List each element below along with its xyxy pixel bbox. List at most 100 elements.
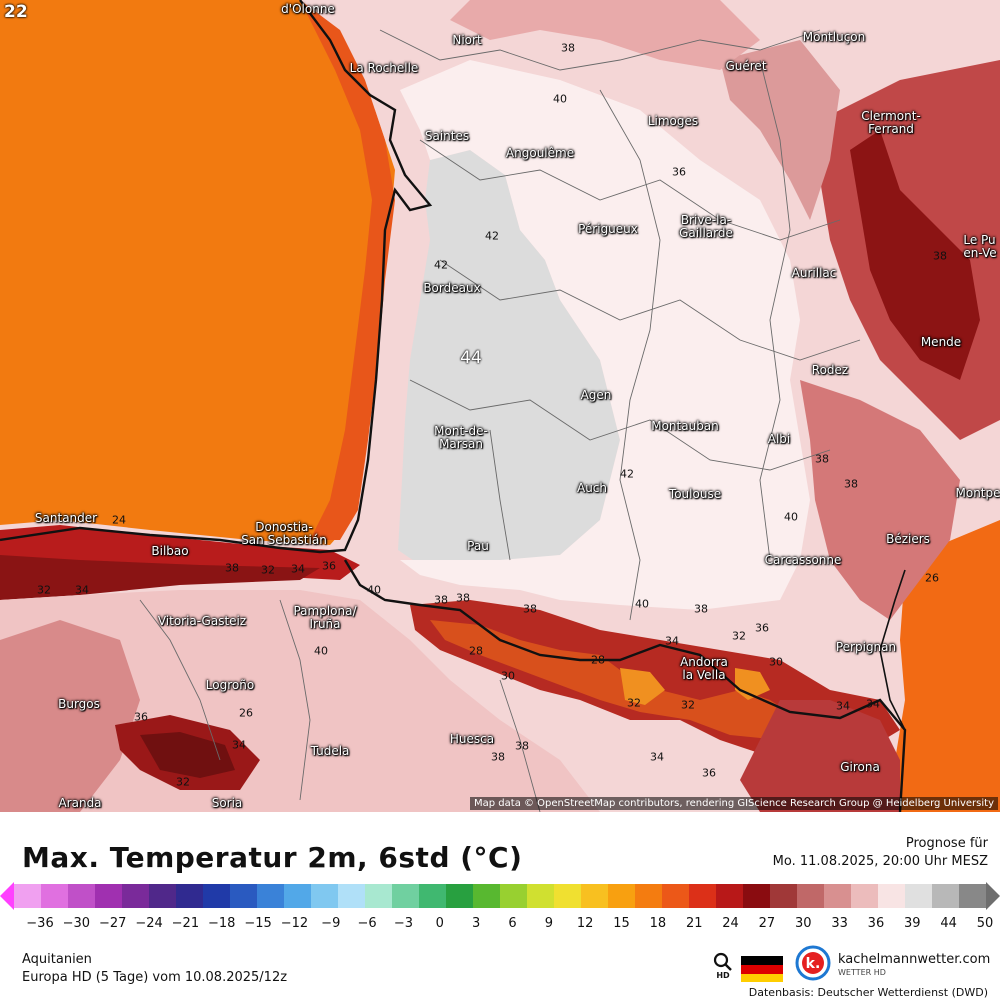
- colorbar-ticks: −36 −30 −27 −24 −21 −18 −15 −12 −9 −6 −3 0 3 6 9 12 15 18…: [0, 916, 1000, 934]
- colorbar-cell: [203, 884, 231, 908]
- colorbar-tick-label: 0: [435, 916, 444, 931]
- city-label: Pau: [467, 539, 489, 553]
- colorbar-cell: [149, 884, 177, 908]
- colorbar-tick-label: 44: [940, 916, 957, 931]
- city-label: Carcassonne: [764, 553, 842, 567]
- city-label: La Rochelle: [349, 61, 419, 75]
- colorbar-cell: [932, 884, 960, 908]
- colorbar-tick-label: −9: [321, 916, 341, 931]
- city-label: Girona: [840, 760, 880, 774]
- colorbar-cell: [743, 884, 771, 908]
- colorbar-cell: [662, 884, 690, 908]
- warm-zone-40: [400, 60, 810, 610]
- city-label: Huesca: [449, 732, 495, 746]
- isoline-label: 38: [933, 249, 947, 263]
- city-label: Guéret: [725, 59, 767, 73]
- colorbar-cell: [122, 884, 150, 908]
- colorbar-cell: [905, 884, 933, 908]
- isoline-label: 32: [627, 696, 641, 710]
- search-icon: [713, 952, 732, 971]
- germany-flag-icon[interactable]: [741, 956, 783, 982]
- isoline-label: 28: [591, 653, 605, 667]
- city-label: Brive-la- Gaillarde: [679, 213, 733, 240]
- massif-mid: [720, 40, 840, 220]
- city-label: Angoulême: [505, 146, 575, 160]
- isoline-label: 40: [314, 644, 328, 658]
- isoline-label: 26: [925, 571, 939, 585]
- isoline-label: 36: [702, 766, 716, 780]
- colorbar-cell: [716, 884, 744, 908]
- brand-name[interactable]: kachelmannwetter.com: [838, 952, 991, 967]
- svg-text:k.: k.: [806, 956, 821, 972]
- color-scale-bar: [0, 882, 1000, 910]
- colorbar-cell: [635, 884, 663, 908]
- isoline-label: 42: [434, 258, 448, 272]
- isoline-label: 38: [694, 602, 708, 616]
- city-label: Clermont- Ferrand: [861, 109, 921, 136]
- pyrenees-peak: [620, 668, 770, 705]
- colorbar-cell: [176, 884, 204, 908]
- city-label: Aranda: [58, 796, 102, 810]
- isoline-label: 38: [225, 561, 239, 575]
- colorbar-tick-label: −36: [26, 916, 54, 931]
- colorbar-tick-label: 12: [576, 916, 594, 931]
- isoline-label: 36: [322, 559, 336, 573]
- colorbar-cell: [527, 884, 555, 908]
- colorbar-cell: [257, 884, 285, 908]
- brand-subtitle: WETTER HD: [838, 968, 886, 977]
- colorbar-tick-label: 15: [613, 916, 630, 931]
- data-source-label: Datenbasis: Deutscher Wetterdienst (DWD): [748, 986, 988, 999]
- colorbar-tick-label: −18: [208, 916, 236, 931]
- colorbar-cell: [878, 884, 906, 908]
- colorbar-min-arrow: [0, 882, 14, 910]
- city-label: Auch: [576, 481, 608, 495]
- colorbar-tick-label: −27: [98, 916, 127, 931]
- admin-borders: [139, 29, 861, 812]
- page-title: Max. Temperatur 2m, 6std (°C): [22, 841, 523, 874]
- hd-label: HD: [716, 971, 730, 980]
- city-label: Aurillac: [791, 266, 837, 280]
- colorbar-cell: [365, 884, 393, 908]
- temperature-map[interactable]: 22 d'Olonne Niort La Rochelle Saintes An…: [0, 0, 1000, 812]
- east-hot-band: [800, 380, 960, 620]
- colorbar-tick-label: 18: [649, 916, 667, 931]
- city-label: Montauban: [651, 419, 719, 433]
- isoline-label: 42: [485, 229, 499, 243]
- colorbar-cell: [689, 884, 717, 908]
- colorbar-tick-label: 6: [508, 916, 517, 931]
- colorbar-cell: [554, 884, 582, 908]
- isoline-label: 40: [553, 92, 567, 106]
- isoline-label: 44: [460, 348, 482, 368]
- city-label: Donostia- San Sebastián: [241, 520, 327, 547]
- med-coast: [879, 569, 906, 731]
- colorbar-cell: [797, 884, 825, 908]
- ocean-band: [300, 0, 395, 540]
- city-label: Tudela: [310, 744, 350, 758]
- city-label: Montluçon: [802, 30, 866, 44]
- city-label: Mont-de- Marsan: [434, 424, 488, 451]
- spain-coast-inner: [0, 555, 320, 600]
- city-label: Vitoria-Gasteiz: [157, 614, 247, 628]
- city-label: Rodez: [811, 363, 849, 377]
- north-pink: [450, 0, 760, 70]
- colorbar-tick-label: 24: [722, 916, 739, 931]
- colorbar-cell: [608, 884, 636, 908]
- coastline: [0, 0, 433, 554]
- city-label: Béziers: [886, 532, 930, 546]
- colorbar-tick-label: 9: [544, 916, 553, 931]
- mediterranean-sea: [895, 520, 1000, 812]
- colorbar-cell: [14, 884, 42, 908]
- colorbar-tick-label: −12: [280, 916, 309, 931]
- zoom-search-button[interactable]: HD: [712, 952, 734, 982]
- city-label: Bordeaux: [423, 281, 481, 295]
- colorbar-tick-label: 27: [758, 916, 776, 931]
- isoline-label: 34: [665, 634, 679, 648]
- kachelmann-logo-icon[interactable]: k.: [795, 945, 831, 981]
- colorbar-tick-label: −6: [357, 916, 377, 931]
- isoline-label: 32: [176, 775, 190, 789]
- isoline-label: 40: [784, 510, 798, 524]
- forecast-label: Prognose für: [905, 836, 988, 851]
- city-label: Agen: [580, 388, 612, 402]
- colorbar-cell: [473, 884, 501, 908]
- city-label: Niort: [452, 33, 482, 47]
